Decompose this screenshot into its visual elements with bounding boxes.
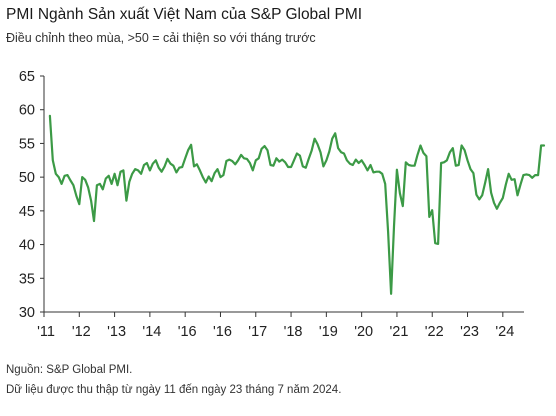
y-tick-label: 30 <box>19 305 35 321</box>
x-tick-label: '23 <box>460 324 479 340</box>
x-tick-label: '11 <box>37 324 55 340</box>
y-tick-label: 50 <box>19 170 35 186</box>
x-tick-label: '22 <box>425 324 444 340</box>
y-tick-label: 40 <box>19 238 35 254</box>
x-tick-label: '14 <box>142 324 161 340</box>
x-tick-label: '18 <box>284 324 303 340</box>
y-tick-label: 55 <box>19 136 35 152</box>
pmi-series-line <box>48 114 546 295</box>
axes: 30 35 40 45 50 55 60 65 '11 '12 '13 '14 '16 '16 '17 '18… <box>19 69 524 340</box>
series-layer <box>48 114 546 295</box>
x-tick-label: '16 <box>213 324 232 340</box>
x-tick-label: '21 <box>389 324 408 340</box>
x-tick-label: '12 <box>72 324 91 340</box>
y-tick-label: 35 <box>19 271 35 287</box>
x-tick-label: '19 <box>319 324 338 340</box>
x-tick-label: '20 <box>354 324 373 340</box>
chart-subtitle: Điều chỉnh theo mùa, >50 = cải thiện so … <box>6 31 316 45</box>
y-tick-label: 60 <box>19 103 35 119</box>
chart-title: PMI Ngành Sản xuất Việt Nam của S&P Glob… <box>6 6 363 23</box>
x-tick-label: '17 <box>248 324 267 340</box>
x-tick-label: '24 <box>495 324 514 340</box>
y-tick-label: 45 <box>19 204 35 220</box>
source-note: Nguồn: S&P Global PMI. <box>6 364 133 376</box>
data-collection-note: Dữ liệu được thu thập từ ngày 11 đến ngà… <box>6 384 342 396</box>
y-tick-label: 65 <box>19 69 35 85</box>
x-tick-label: '16 <box>178 324 197 340</box>
x-tick-label: '13 <box>107 324 126 340</box>
